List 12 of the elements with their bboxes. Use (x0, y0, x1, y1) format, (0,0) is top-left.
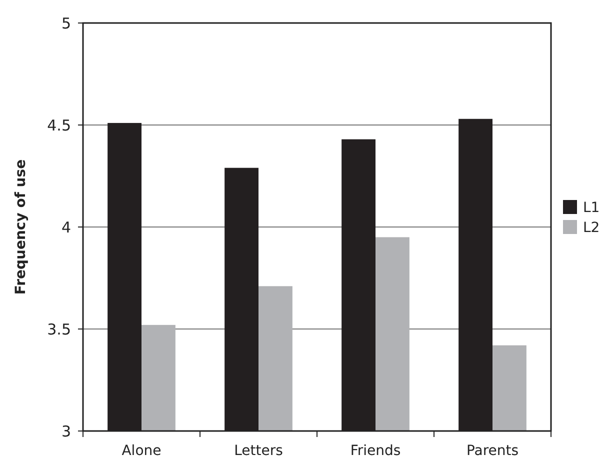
x-tick-label: Alone (122, 443, 162, 459)
y-tick-label: 4 (61, 218, 71, 236)
y-tick-label: 3.5 (47, 320, 71, 338)
legend-label: L1 (583, 200, 600, 216)
y-axis-title: Frequency of use (13, 159, 29, 295)
y-tick-label: 3 (61, 422, 71, 440)
x-tick-label: Friends (350, 443, 401, 459)
x-tick-label: Letters (234, 443, 283, 459)
y-tick-label: 4.5 (47, 116, 71, 134)
y-tick-label: 5 (61, 14, 71, 32)
legend-label: L2 (583, 220, 600, 236)
x-tick-label: Parents (466, 443, 519, 459)
